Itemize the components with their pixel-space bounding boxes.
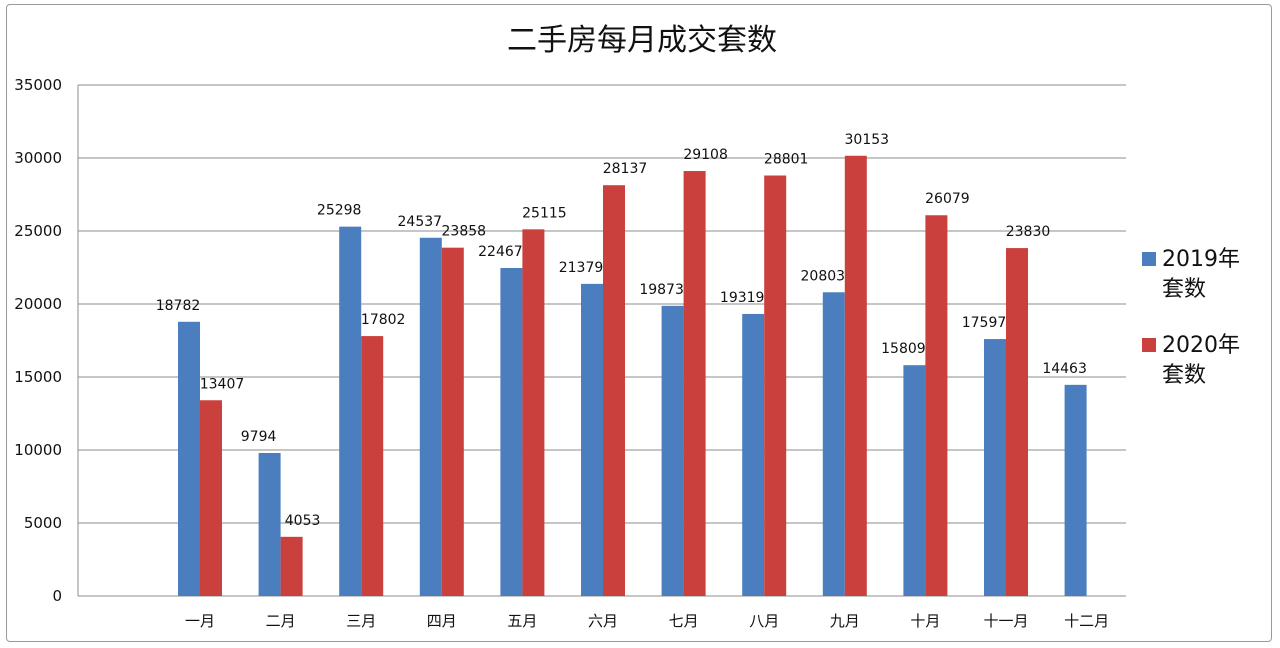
data-label: 13407 (200, 376, 245, 392)
bar-2020年套数-二月 (280, 536, 303, 596)
data-label: 19873 (639, 282, 684, 298)
data-label: 25298 (317, 203, 362, 219)
data-label: 21379 (559, 260, 604, 276)
legend-swatch (1142, 252, 1156, 266)
data-label: 17802 (361, 312, 406, 328)
x-tick-label: 七月 (669, 612, 699, 630)
y-tick-label: 20000 (14, 295, 62, 313)
x-tick-label: 十一月 (983, 612, 1028, 630)
data-label: 23858 (442, 224, 487, 240)
x-tick-label: 四月 (427, 612, 457, 630)
x-tick-label: 三月 (346, 612, 376, 630)
bar-2019年套数-八月 (742, 313, 765, 596)
x-tick-label: 九月 (830, 612, 860, 630)
bar-2020年套数-三月 (361, 336, 384, 596)
data-label: 15809 (881, 341, 926, 357)
bar-2019年套数-六月 (581, 283, 603, 596)
data-label: 30153 (845, 132, 890, 148)
y-tick-label: 0 (52, 587, 62, 605)
data-label: 28137 (603, 161, 648, 177)
x-axis: 一月 二月 三月 四月 五月 六月 七月 八月 九月 十月 十一月 十二月 (185, 612, 1109, 630)
data-label: 26079 (925, 191, 970, 207)
chart-title: 二手房每月成交套数 (507, 23, 777, 58)
y-tick-label: 35000 (14, 76, 62, 94)
data-label: 22467 (478, 244, 523, 260)
data-label: 19319 (720, 290, 765, 306)
bar-2019年套数-四月 (419, 237, 442, 596)
bars (178, 155, 1087, 597)
x-tick-label: 十月 (910, 612, 940, 630)
bar-2019年套数-十二月 (1064, 384, 1087, 596)
data-label: 25115 (522, 205, 567, 221)
bar-2019年套数-三月 (339, 226, 362, 596)
y-axis: 0 5000 10000 15000 20000 25000 30000 35000 (14, 76, 79, 605)
x-tick-label: 五月 (507, 612, 537, 630)
data-label: 28801 (764, 152, 809, 168)
data-label: 18782 (156, 298, 201, 314)
legend-label: 2020年 (1162, 333, 1240, 358)
bar-2020年套数-五月 (522, 229, 545, 597)
y-tick-label: 5000 (24, 514, 62, 532)
legend-label: 套数 (1162, 277, 1206, 302)
y-tick-label: 10000 (14, 441, 62, 459)
data-label: 20803 (801, 268, 846, 284)
x-tick-label: 二月 (266, 612, 296, 630)
bar-2020年套数-九月 (844, 155, 867, 596)
bar-2019年套数-一月 (178, 321, 200, 596)
bar-2020年套数-十一月 (1006, 248, 1028, 596)
data-label: 17597 (962, 315, 1007, 331)
legend-label: 2019年 (1162, 247, 1240, 272)
bar-2020年套数-四月 (441, 247, 464, 596)
bar-2019年套数-五月 (500, 267, 523, 596)
bar-2019年套数-十月 (903, 365, 926, 596)
x-tick-label: 十二月 (1064, 612, 1109, 630)
bar-2019年套数-九月 (822, 292, 845, 596)
bar-2020年套数-八月 (764, 175, 787, 596)
bar-2020年套数-十月 (925, 215, 948, 597)
legend-swatch (1142, 338, 1156, 352)
y-tick-label: 30000 (14, 149, 62, 167)
bar-2019年套数-七月 (661, 305, 684, 596)
y-tick-label: 15000 (14, 368, 62, 386)
bar-2020年套数-七月 (683, 171, 706, 596)
data-label: 14463 (1042, 361, 1087, 377)
data-label: 9794 (241, 429, 277, 445)
data-label: 23830 (1006, 224, 1051, 240)
data-label: 4053 (285, 513, 321, 529)
x-tick-label: 八月 (749, 612, 779, 630)
data-label: 29108 (683, 147, 728, 163)
bar-2020年套数-六月 (603, 185, 625, 596)
y-tick-label: 25000 (14, 222, 62, 240)
legend-label: 套数 (1162, 363, 1206, 388)
bar-2020年套数-一月 (200, 400, 222, 596)
x-tick-label: 六月 (588, 612, 618, 630)
data-label: 24537 (398, 214, 443, 230)
bar-2019年套数-二月 (258, 453, 281, 596)
bar-2019年套数-十一月 (984, 339, 1006, 596)
x-tick-label: 一月 (185, 612, 215, 630)
